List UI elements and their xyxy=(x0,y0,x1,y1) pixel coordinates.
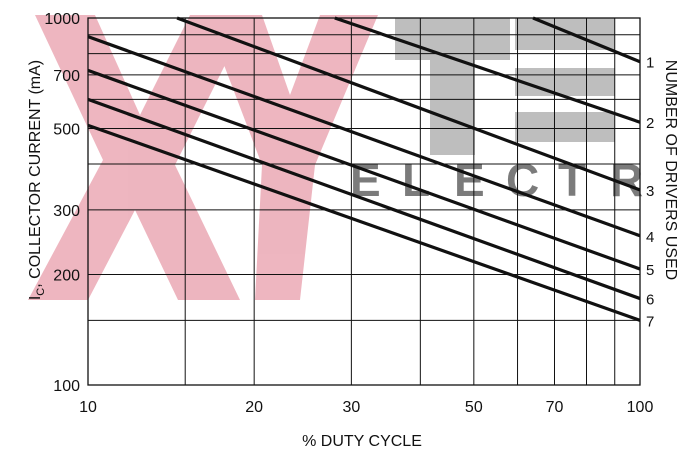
series-label-7: 7 xyxy=(646,313,654,330)
y-axis-label-main: I xyxy=(27,296,44,300)
x-axis-label: % DUTY CYCLE xyxy=(302,433,422,450)
series-label-2: 2 xyxy=(646,115,654,132)
watermark-letter: L xyxy=(402,154,430,206)
series-label-4: 4 xyxy=(646,229,654,246)
watermark-gray-shape xyxy=(515,112,615,142)
series-line-2 xyxy=(334,16,641,124)
x-tick-label: 10 xyxy=(79,399,97,416)
x-tick-label: 20 xyxy=(245,399,263,416)
watermark-gray-shape xyxy=(515,68,615,96)
series-line-3 xyxy=(176,16,641,192)
series-line-4 xyxy=(87,35,641,238)
watermark-red-shape xyxy=(28,15,250,300)
y-tick-label: 1000 xyxy=(44,11,80,28)
x-tick-label: 70 xyxy=(546,399,564,416)
series-label-6: 6 xyxy=(646,292,654,309)
plot-frame xyxy=(87,17,641,386)
watermark-red-shape xyxy=(205,15,378,300)
right-axis-label: NUMBER OF DRIVERS USED xyxy=(662,60,679,280)
series-line-1 xyxy=(532,16,641,64)
series-label-3: 3 xyxy=(646,183,654,200)
x-tick-label: 50 xyxy=(465,399,483,416)
y-axis-label: IC, COLLECTOR CURRENT (mA) xyxy=(27,60,47,300)
watermark-gray-shape xyxy=(395,18,510,60)
y-axis-label-rest: , COLLECTOR CURRENT (mA) xyxy=(27,60,44,288)
y-tick-label: 200 xyxy=(53,268,80,285)
y-axis-label-sub: C xyxy=(35,288,47,296)
series-label-1: 1 xyxy=(646,55,654,72)
series-line-6 xyxy=(87,97,641,301)
series-label-5: 5 xyxy=(646,262,654,279)
y-tick-label: 700 xyxy=(53,68,80,85)
series-line-7 xyxy=(87,123,641,322)
y-tick-label: 500 xyxy=(53,121,80,138)
series-line-5 xyxy=(87,68,641,271)
watermark-gray-shape xyxy=(430,60,475,155)
x-tick-label: 100 xyxy=(627,399,654,416)
y-tick-label: 100 xyxy=(53,378,80,395)
x-tick-label: 30 xyxy=(342,399,360,416)
y-tick-label: 300 xyxy=(53,203,80,220)
watermark-letter: E xyxy=(454,154,485,206)
